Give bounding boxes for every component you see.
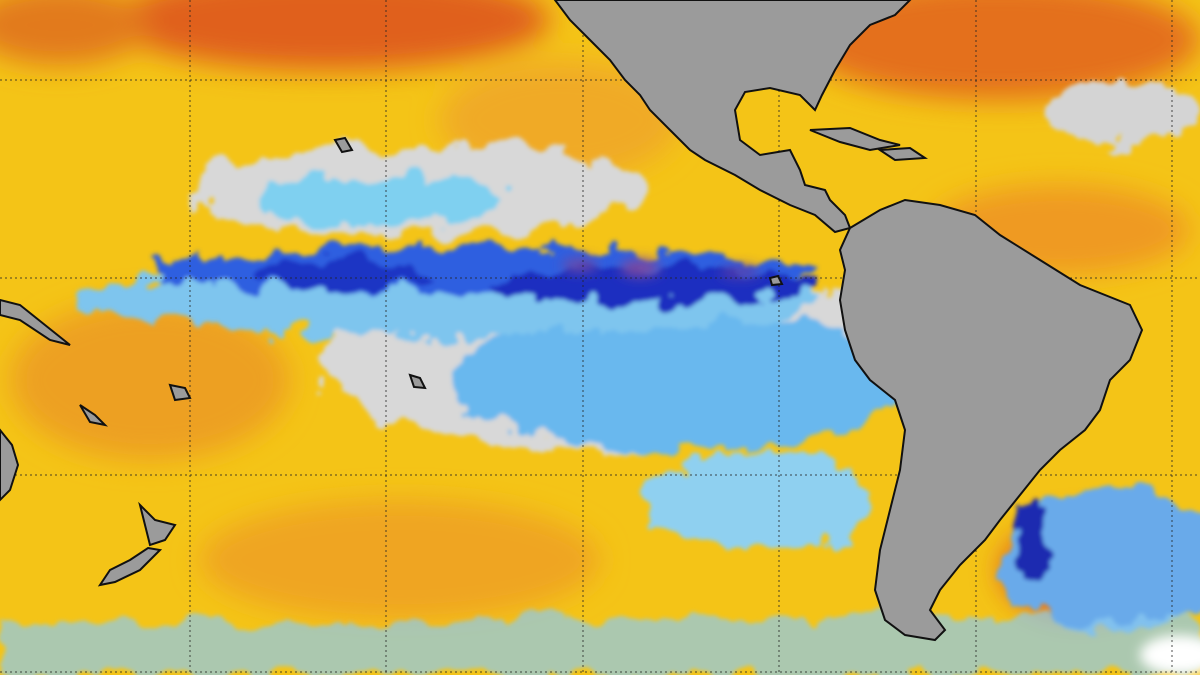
cold-patch xyxy=(1010,500,1050,580)
warm-patch xyxy=(800,0,1200,100)
strong-cold-spots xyxy=(562,258,1200,675)
warm-patch xyxy=(110,0,550,70)
cuba xyxy=(809,126,901,152)
new-zealand-south xyxy=(97,546,163,587)
cold-spot xyxy=(720,266,760,278)
cold-spot xyxy=(620,259,660,277)
island xyxy=(168,383,192,402)
new-zealand-north xyxy=(138,501,177,547)
galapagos xyxy=(768,274,784,287)
papua-coast xyxy=(0,298,71,346)
island xyxy=(79,404,109,427)
cool-patch xyxy=(450,310,910,450)
cold-spot xyxy=(562,258,598,272)
cool-patch xyxy=(650,450,870,550)
landmasses xyxy=(0,0,1144,642)
warm-anomalies xyxy=(0,0,1200,620)
south-america xyxy=(838,198,1144,642)
north-america xyxy=(553,0,912,234)
cool-anomalies xyxy=(0,80,1200,675)
warm-patch xyxy=(0,0,150,65)
warm-patch xyxy=(200,500,600,620)
cool-patch xyxy=(260,175,500,225)
neutral-patch xyxy=(1040,80,1200,140)
cool-patch xyxy=(1000,490,1200,630)
australia-edge xyxy=(0,428,20,502)
hawaii xyxy=(333,136,354,154)
warm-patch xyxy=(10,300,290,460)
cold-tongue xyxy=(250,261,430,289)
island xyxy=(408,373,427,390)
ice-patch xyxy=(1140,635,1200,675)
cool-patch xyxy=(0,620,1200,675)
hispaniola xyxy=(876,146,929,162)
